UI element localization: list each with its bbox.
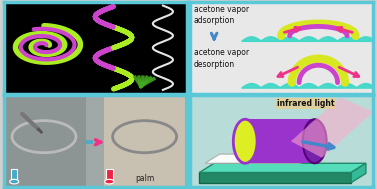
Bar [85,140,93,144]
Bar [104,96,185,186]
Circle shape [10,179,19,184]
Text: acetone vapor
desorption: acetone vapor desorption [194,48,249,69]
Ellipse shape [303,119,326,163]
Text: acetone vapor
adsorption: acetone vapor adsorption [194,5,249,26]
Polygon shape [291,97,373,158]
Text: palm: palm [135,174,154,183]
Polygon shape [245,119,315,163]
Bar [106,169,113,182]
Polygon shape [199,163,366,172]
Bar [11,169,17,182]
Polygon shape [199,172,351,183]
Text: infrared light: infrared light [277,99,334,108]
Polygon shape [351,163,366,183]
Circle shape [105,179,114,184]
Polygon shape [205,154,315,163]
Ellipse shape [233,119,257,163]
Bar [6,96,86,186]
